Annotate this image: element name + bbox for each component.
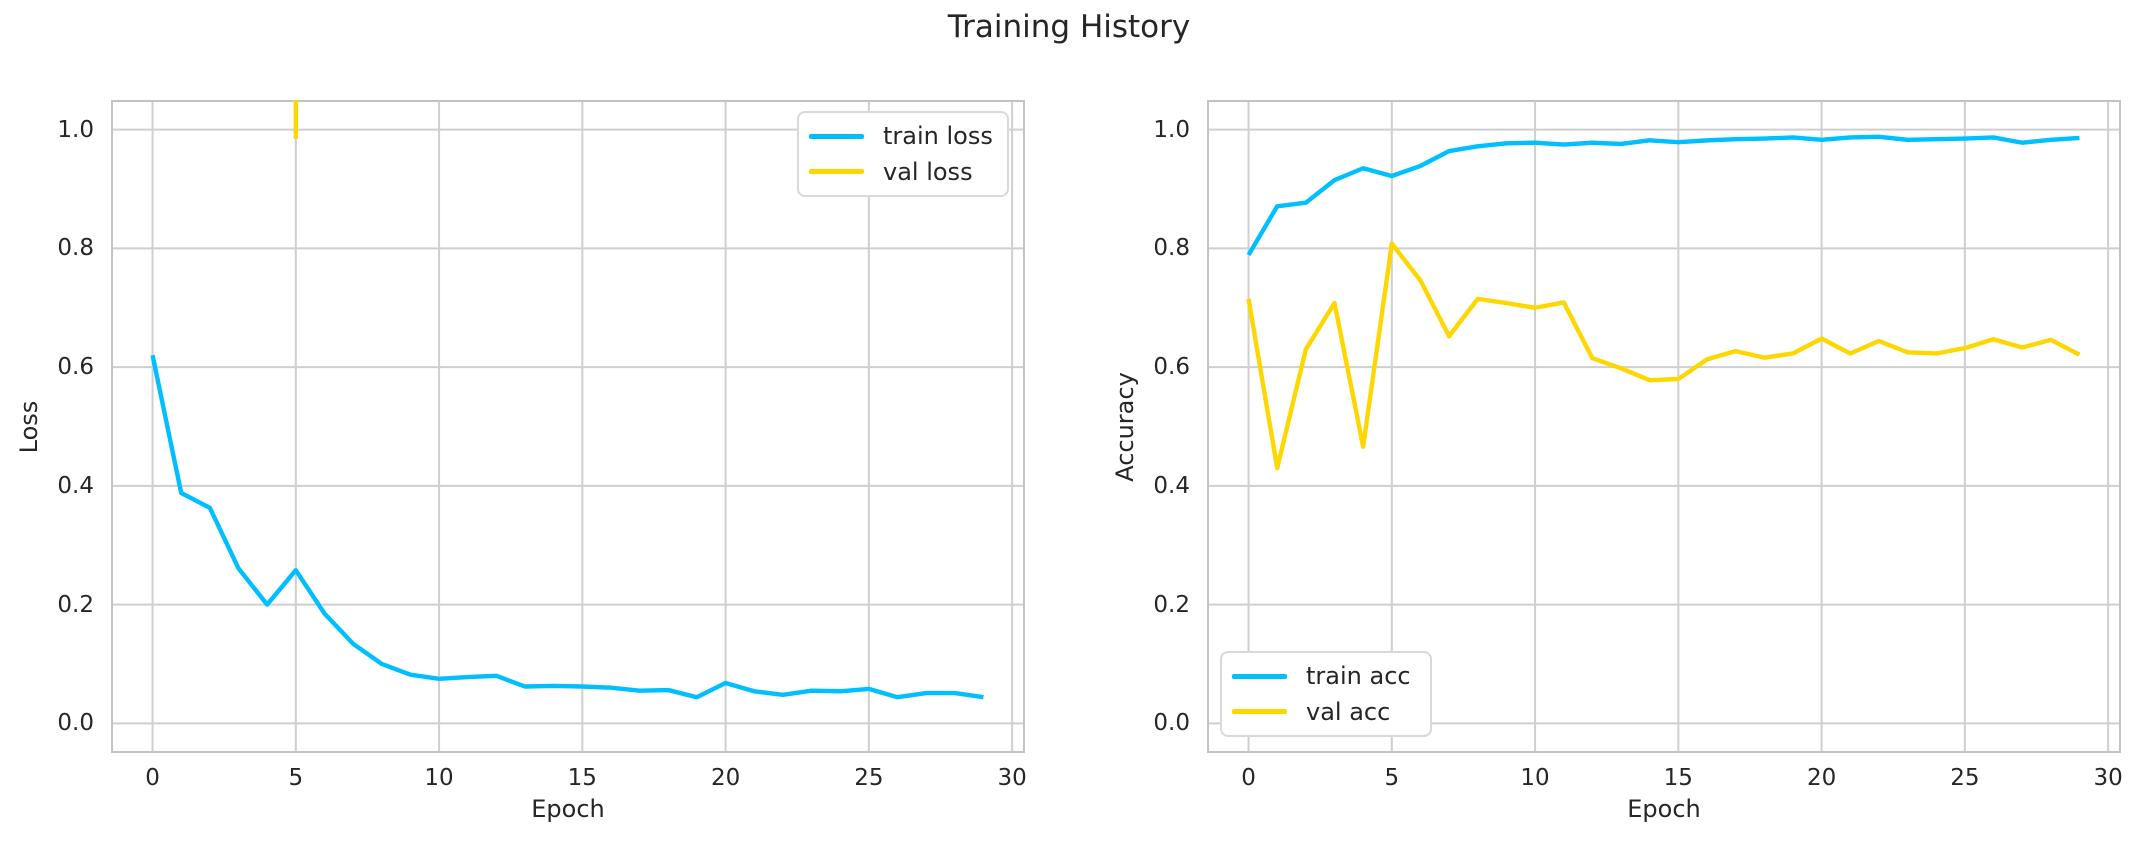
- legend-entry-val-loss: val loss: [809, 158, 999, 186]
- x-tick-label: 10: [424, 765, 454, 791]
- y-tick-label: 0.6: [57, 354, 94, 381]
- y-tick-label: 0.2: [1153, 591, 1190, 618]
- x-tick-label: 5: [1384, 765, 1400, 791]
- x-tick-label: 30: [997, 765, 1027, 791]
- y-tick-label: 0.2: [57, 591, 94, 618]
- x-tick-label: 5: [288, 765, 304, 791]
- y-tick-label: 0.4: [57, 472, 94, 499]
- x-tick-label: 15: [1663, 765, 1693, 791]
- y-tick-label: 0.8: [57, 235, 94, 262]
- legend-entry-train-acc: train acc: [1232, 662, 1422, 690]
- figure-title: Training History: [947, 9, 1191, 45]
- x-tick-label: 30: [2093, 765, 2123, 791]
- accuracy-plot-canvas: [1207, 100, 2121, 753]
- val-loss-swatch: [809, 169, 864, 175]
- y-tick-label: 1.0: [1153, 116, 1190, 143]
- val-acc-legend-label: val acc: [1306, 697, 1391, 726]
- x-tick-label: 20: [1806, 765, 1837, 791]
- y-tick-label: 0.6: [1153, 354, 1190, 381]
- y-tick-label: 0.0: [57, 710, 94, 737]
- x-tick-label: 15: [567, 765, 597, 791]
- accuracy-y-axis-label: Accuracy: [1111, 372, 1139, 482]
- x-tick-label: 25: [1950, 765, 1980, 791]
- x-tick-label: 20: [710, 765, 741, 791]
- series-line-train-loss: [150, 354, 984, 700]
- x-tick-label: 25: [854, 765, 884, 791]
- train-loss-legend-label: train loss: [883, 122, 993, 151]
- val-loss-legend-label: val loss: [883, 157, 973, 186]
- train-loss-swatch: [809, 133, 864, 139]
- loss-x-axis-label: Epoch: [531, 795, 605, 823]
- y-tick-label: 1.0: [57, 116, 94, 143]
- legend-entry-train-loss: train loss: [809, 122, 999, 150]
- y-tick-label: 0.8: [1153, 235, 1190, 262]
- train-acc-legend-label: train acc: [1306, 662, 1411, 691]
- loss-y-axis-label: Loss: [15, 400, 43, 454]
- y-tick-label: 0.0: [1153, 710, 1190, 737]
- series-line-val-acc: [1246, 241, 2081, 471]
- x-tick-label: 10: [1520, 765, 1550, 791]
- accuracy-x-axis-label: Epoch: [1627, 795, 1701, 823]
- accuracy-legend: train acc val acc: [1220, 651, 1432, 737]
- axes-spines: [111, 100, 1025, 753]
- train-acc-swatch: [1232, 673, 1287, 679]
- loss-plot-canvas: [111, 100, 1025, 753]
- legend-entry-val-acc: val acc: [1232, 698, 1422, 726]
- axes-spines: [1207, 100, 2121, 753]
- val-acc-swatch: [1232, 709, 1287, 715]
- accuracy-axes: train acc val acc: [1207, 100, 2121, 753]
- x-tick-label: 0: [1241, 765, 1256, 791]
- x-tick-label: 0: [145, 765, 160, 791]
- loss-legend: train loss val loss: [797, 111, 1009, 197]
- y-tick-label: 0.4: [1153, 472, 1190, 499]
- loss-axes: train loss val loss: [111, 100, 1025, 753]
- series-line-train-acc: [1246, 134, 2080, 257]
